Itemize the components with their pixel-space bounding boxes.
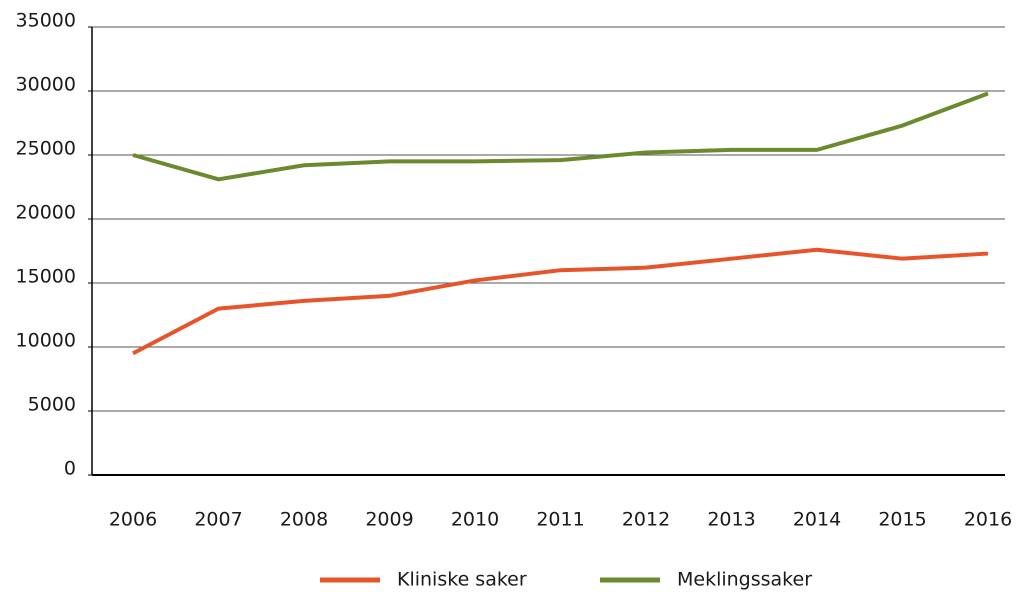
x-tick-label: 2006 — [109, 509, 157, 531]
y-tick-label: 20000 — [16, 202, 76, 224]
x-tick-label: 2015 — [878, 509, 926, 531]
x-tick-label: 2009 — [365, 509, 413, 531]
x-tick-label: 2010 — [451, 509, 499, 531]
legend-label: Meklingssaker — [677, 569, 812, 591]
line-series — [132, 247, 989, 356]
x-tick-label: 2014 — [793, 509, 841, 531]
y-tick-label: 25000 — [16, 138, 76, 160]
x-tick-label: 2008 — [280, 509, 328, 531]
line-series — [132, 91, 989, 182]
y-tick-label: 15000 — [16, 266, 76, 288]
x-tick-label: 2011 — [536, 509, 584, 531]
y-tick-label: 10000 — [16, 330, 76, 352]
y-tick-label: 30000 — [16, 74, 76, 96]
x-tick-label: 2016 — [964, 509, 1012, 531]
x-tick-label: 2012 — [622, 509, 670, 531]
x-tick-label: 2013 — [707, 509, 755, 531]
y-tick-label: 0 — [64, 458, 76, 480]
x-tick-label: 2007 — [194, 509, 242, 531]
y-tick-label: 35000 — [16, 10, 76, 32]
legend-label: Kliniske saker — [397, 569, 527, 591]
y-tick-label: 5000 — [28, 394, 76, 416]
